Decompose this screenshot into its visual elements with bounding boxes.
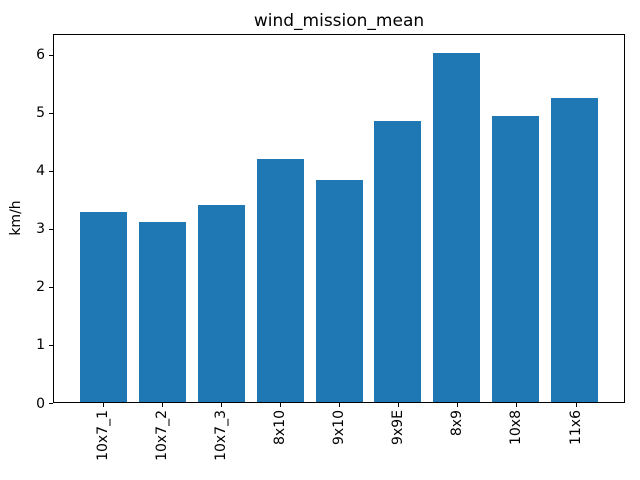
- bar-8x9: [433, 52, 481, 402]
- x-tick-label: 10x8: [508, 410, 525, 446]
- y-tick-mark: [49, 403, 53, 404]
- bar-10x7_2: [138, 222, 186, 402]
- y-tick-label: 6: [36, 47, 45, 64]
- plot-area: [53, 34, 625, 403]
- bar-10x8: [492, 115, 540, 402]
- x-tick-label: 11x6: [567, 410, 584, 446]
- x-tick-mark: [102, 403, 104, 407]
- bar-10x7_1: [80, 212, 127, 402]
- x-tick-mark: [220, 403, 222, 407]
- y-axis-label: km/h: [8, 200, 24, 236]
- x-tick-mark: [575, 403, 577, 407]
- x-tick-label: 10x7_3: [212, 410, 229, 461]
- bar-11x6: [551, 97, 598, 402]
- x-tick-label: 10x7_2: [153, 410, 170, 461]
- bar-9x9E: [374, 121, 422, 402]
- bars-container: [54, 35, 624, 402]
- y-tick-label: 1: [36, 337, 45, 354]
- bar-9x10: [315, 180, 363, 402]
- x-tick-label: 8x10: [271, 410, 288, 446]
- x-tick-mark: [398, 403, 400, 407]
- y-tick-label: 3: [36, 221, 45, 238]
- y-tick-mark: [49, 54, 53, 56]
- x-tick-label: 9x10: [331, 410, 347, 446]
- y-tick-mark: [49, 170, 53, 172]
- y-tick-label: 4: [36, 163, 45, 180]
- y-tick-mark: [49, 286, 53, 288]
- chart-title: wind_mission_mean: [253, 11, 425, 31]
- x-tick-mark: [339, 403, 340, 407]
- x-tick-label: 8x9: [449, 410, 466, 437]
- y-tick-label: 5: [36, 105, 45, 122]
- x-tick-mark: [516, 403, 518, 407]
- y-tick-mark: [49, 344, 53, 346]
- x-tick-mark: [457, 403, 459, 407]
- y-tick-mark: [49, 228, 53, 230]
- y-tick-label: 0: [36, 395, 45, 412]
- bar-10x7_3: [197, 204, 245, 402]
- bar-8x10: [256, 158, 304, 402]
- y-tick-label: 2: [36, 279, 45, 296]
- x-tick-label: 9x9E: [390, 410, 407, 445]
- x-tick-mark: [161, 403, 163, 407]
- x-tick-mark: [279, 403, 281, 407]
- x-tick-label: 10x7_1: [94, 410, 111, 461]
- y-tick-mark: [49, 112, 53, 114]
